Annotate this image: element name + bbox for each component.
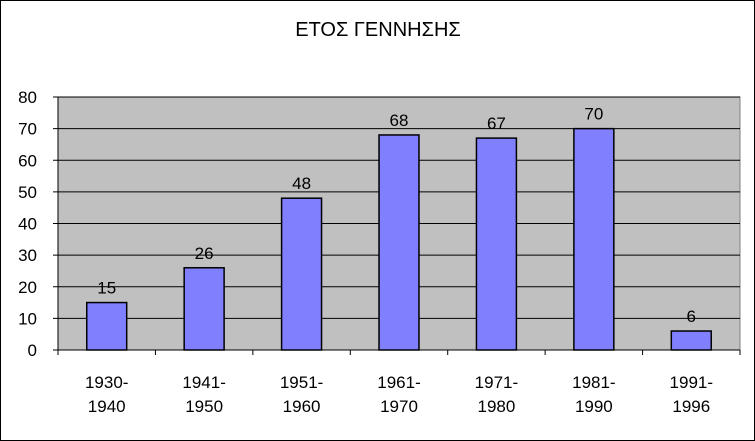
data-label: 6 bbox=[687, 307, 696, 326]
bar bbox=[670, 330, 713, 351]
x-tick-label: 1991-1996 bbox=[670, 373, 713, 416]
bar bbox=[475, 137, 518, 351]
y-tick-label: 40 bbox=[18, 215, 37, 234]
data-labels: 15 26 48 68 67 70 6 bbox=[97, 105, 696, 326]
y-tick-label: 60 bbox=[18, 151, 37, 170]
bars bbox=[85, 127, 713, 351]
x-axis: 1930-1940 1941-1950 1951-1960 1961-1970 1971… bbox=[57, 349, 741, 416]
data-label: 48 bbox=[292, 174, 311, 193]
x-tick-label: 1961-1970 bbox=[377, 373, 420, 416]
y-axis: 0 10 20 30 40 50 60 70 80 bbox=[18, 88, 59, 360]
bar bbox=[573, 127, 615, 351]
x-tick-label: 1941-1950 bbox=[182, 373, 225, 416]
x-tick-label: 1951-1960 bbox=[280, 373, 323, 416]
y-tick-label: 0 bbox=[28, 341, 37, 360]
y-tick-label: 80 bbox=[18, 88, 37, 107]
bar bbox=[183, 267, 225, 351]
bar bbox=[280, 197, 323, 351]
y-tick-label: 30 bbox=[18, 246, 37, 265]
y-tick-label: 70 bbox=[18, 120, 37, 139]
y-tick-label: 50 bbox=[18, 183, 37, 202]
data-label: 26 bbox=[195, 244, 214, 263]
x-tick-label: 1971-1980 bbox=[475, 373, 518, 416]
bar bbox=[378, 134, 420, 351]
y-tick-label: 10 bbox=[18, 309, 37, 328]
data-label: 68 bbox=[390, 111, 409, 130]
x-tick-label: 1981-1990 bbox=[572, 373, 615, 416]
x-tick-label: 1930-1940 bbox=[85, 373, 128, 416]
data-label: 15 bbox=[97, 279, 116, 298]
data-label: 70 bbox=[584, 105, 603, 124]
data-label: 67 bbox=[487, 114, 506, 133]
bar bbox=[85, 301, 128, 351]
chart-title: ΕΤΟΣ ΓΕΝΝΗΣΗΣ bbox=[295, 19, 461, 41]
y-tick-label: 20 bbox=[18, 278, 37, 297]
